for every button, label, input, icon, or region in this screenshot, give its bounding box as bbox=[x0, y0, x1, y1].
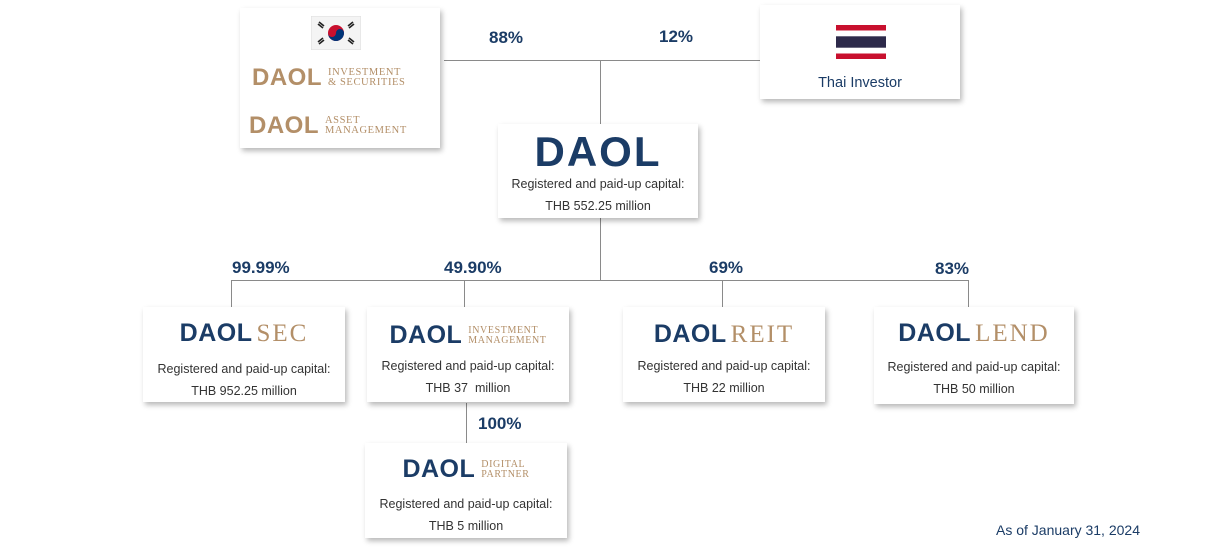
connector-mid-horizontal bbox=[231, 280, 969, 281]
daol-dp-capital-label: Registered and paid-up capital: bbox=[379, 497, 553, 511]
stake-reit: 69% bbox=[709, 258, 744, 277]
connector-mid-vertical bbox=[600, 218, 601, 281]
stake-thai: 12% bbox=[659, 27, 694, 46]
parent-capital-label: Registered and paid-up capital: bbox=[511, 177, 685, 191]
daol-sec-capital-label: Registered and paid-up capital: bbox=[157, 362, 331, 376]
daol-im-capital-value: THB 37 million bbox=[425, 381, 511, 395]
daol-digital-partner-box: DAOL Digital Partner Registered and paid… bbox=[365, 443, 567, 538]
as-of-date: As of January 31, 2024 bbox=[996, 522, 1140, 538]
daol-im-capital-label: Registered and paid-up capital: bbox=[381, 359, 555, 373]
korean-shareholders-box: DAOL Investment & Securities DAOL Asset … bbox=[240, 8, 440, 148]
daol-logo: DAOL bbox=[534, 128, 662, 175]
parent-capital-value: THB 552.25 million bbox=[545, 199, 651, 213]
stake-im: 49.90% bbox=[444, 258, 502, 277]
daol-lend-capital-value: THB 50 million bbox=[933, 382, 1015, 396]
stake-dp: 100% bbox=[478, 414, 522, 433]
daol-lend-logo: DAOL LEND bbox=[898, 319, 1050, 347]
connector-drop-im bbox=[464, 280, 465, 307]
stake-korea: 88% bbox=[489, 28, 524, 47]
stake-lend: 83% bbox=[935, 259, 970, 278]
connector-im-to-dp bbox=[466, 403, 467, 443]
parent-company-box: DAOL Registered and paid-up capital: THB… bbox=[498, 124, 698, 218]
daol-sec-capital-value: THB 952.25 million bbox=[191, 384, 297, 398]
stake-sec: 99.99% bbox=[232, 258, 290, 277]
daol-sec-logo: DAOL SEC bbox=[179, 319, 309, 347]
daol-reit-capital-value: THB 22 million bbox=[683, 381, 765, 395]
daol-asset-management-logo: DAOL Asset Management bbox=[249, 112, 407, 139]
daol-digital-partner-logo: DAOL Digital Partner bbox=[402, 455, 530, 483]
daol-lend-capital-label: Registered and paid-up capital: bbox=[887, 360, 1061, 374]
daol-sec-box: DAOL SEC Registered and paid-up capital:… bbox=[143, 307, 345, 402]
daol-investment-management-logo: DAOL Investment Management bbox=[389, 321, 547, 349]
thai-investor-box: Thai Investor bbox=[760, 5, 960, 99]
daol-investment-securities-logo: DAOL Investment & Securities bbox=[252, 64, 406, 91]
connector-drop-sec bbox=[231, 280, 232, 307]
daol-reit-box: DAOL REIT Registered and paid-up capital… bbox=[623, 307, 825, 402]
daol-reit-capital-label: Registered and paid-up capital: bbox=[637, 359, 811, 373]
connector-top-vertical bbox=[600, 60, 601, 124]
daol-investment-management-box: DAOL Investment Management Registered an… bbox=[367, 307, 569, 402]
connector-drop-reit bbox=[722, 280, 723, 307]
thailand-flag-icon bbox=[836, 25, 886, 59]
thai-investor-label: Thai Investor bbox=[818, 75, 902, 91]
connector-drop-lend bbox=[968, 280, 969, 307]
connector-top-horizontal bbox=[444, 60, 760, 61]
south-korea-flag-icon bbox=[311, 16, 361, 50]
daol-dp-capital-value: THB 5 million bbox=[428, 519, 504, 533]
daol-lend-box: DAOL LEND Registered and paid-up capital… bbox=[874, 307, 1074, 404]
daol-reit-logo: DAOL REIT bbox=[653, 320, 795, 348]
